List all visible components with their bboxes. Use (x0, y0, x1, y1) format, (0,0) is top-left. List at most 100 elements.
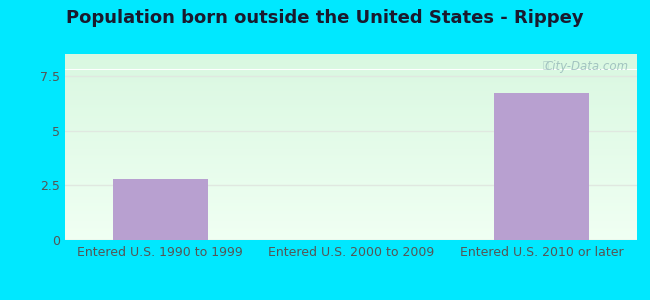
Bar (65, 98, 637, 99)
Bar (65, 158, 637, 159)
Bar (65, 152, 637, 153)
Bar (65, 234, 637, 235)
Bar (65, 228, 637, 229)
Bar (65, 200, 637, 201)
Bar (65, 108, 637, 110)
Text: 🔍: 🔍 (543, 60, 549, 70)
Bar (65, 218, 637, 220)
Bar (65, 60, 637, 62)
Bar (65, 155, 637, 156)
Bar (65, 235, 637, 237)
Bar (65, 136, 637, 138)
Bar (65, 118, 637, 119)
Bar (494, 93, 590, 240)
Bar (65, 68, 637, 70)
Bar (65, 74, 637, 76)
Bar (65, 66, 637, 68)
Bar (65, 159, 637, 161)
Bar (65, 82, 637, 83)
Bar (65, 172, 637, 173)
Bar (65, 148, 637, 150)
Bar (65, 212, 637, 214)
Bar (65, 189, 637, 190)
Bar (65, 232, 637, 234)
Bar (65, 181, 637, 183)
Bar (65, 111, 637, 113)
Bar (65, 110, 637, 111)
Bar (65, 139, 637, 141)
Bar (65, 184, 637, 186)
Bar (65, 56, 637, 57)
Bar (65, 211, 637, 212)
Bar (65, 170, 637, 172)
Bar (65, 186, 637, 187)
Bar (65, 76, 637, 77)
Bar (65, 203, 637, 204)
Bar (65, 220, 637, 221)
Bar (65, 215, 637, 217)
Bar (65, 147, 637, 148)
Bar (65, 217, 637, 218)
Bar (65, 237, 637, 238)
Bar (65, 221, 637, 223)
Text: City-Data.com: City-Data.com (544, 60, 629, 73)
Bar (65, 122, 637, 124)
Bar (65, 114, 637, 116)
Bar (65, 70, 637, 71)
Bar (65, 83, 637, 85)
Bar (65, 116, 637, 118)
Bar (65, 198, 637, 200)
Bar (65, 201, 637, 203)
Bar (65, 195, 637, 196)
Bar (65, 190, 637, 192)
Bar (65, 150, 637, 152)
Bar (65, 58, 637, 60)
Bar (65, 144, 637, 146)
Bar (65, 166, 637, 167)
Bar (65, 153, 637, 155)
Bar (65, 119, 637, 121)
Bar (65, 71, 637, 73)
Bar (65, 204, 637, 206)
Bar (65, 100, 637, 102)
Bar (65, 94, 637, 96)
Bar (65, 176, 637, 178)
Bar (65, 224, 637, 226)
Bar (65, 127, 637, 128)
Bar (65, 96, 637, 98)
Bar (65, 54, 637, 56)
Bar (65, 93, 637, 94)
Bar (65, 130, 637, 131)
Bar (65, 63, 637, 65)
Bar (65, 169, 637, 170)
Bar (65, 142, 637, 144)
Bar (65, 73, 637, 74)
Bar (65, 57, 637, 58)
Bar (65, 192, 637, 194)
Bar (65, 179, 637, 181)
Bar (65, 102, 637, 104)
Bar (65, 131, 637, 133)
Bar (65, 99, 637, 100)
Bar (65, 214, 637, 215)
Bar (65, 90, 637, 91)
Bar (65, 183, 637, 184)
Bar (65, 135, 637, 136)
Bar (65, 161, 637, 163)
Bar (65, 141, 637, 142)
Bar (65, 80, 637, 82)
Bar (65, 79, 637, 80)
Bar (65, 164, 637, 166)
Bar (65, 173, 637, 175)
Bar (65, 206, 637, 208)
Bar (65, 146, 637, 147)
Bar (65, 209, 637, 211)
Bar (65, 105, 637, 107)
Bar (65, 167, 637, 169)
Bar (65, 91, 637, 93)
Bar (65, 223, 637, 224)
Bar (65, 229, 637, 231)
Bar (65, 231, 637, 232)
Bar (65, 178, 637, 179)
Bar (65, 85, 637, 86)
